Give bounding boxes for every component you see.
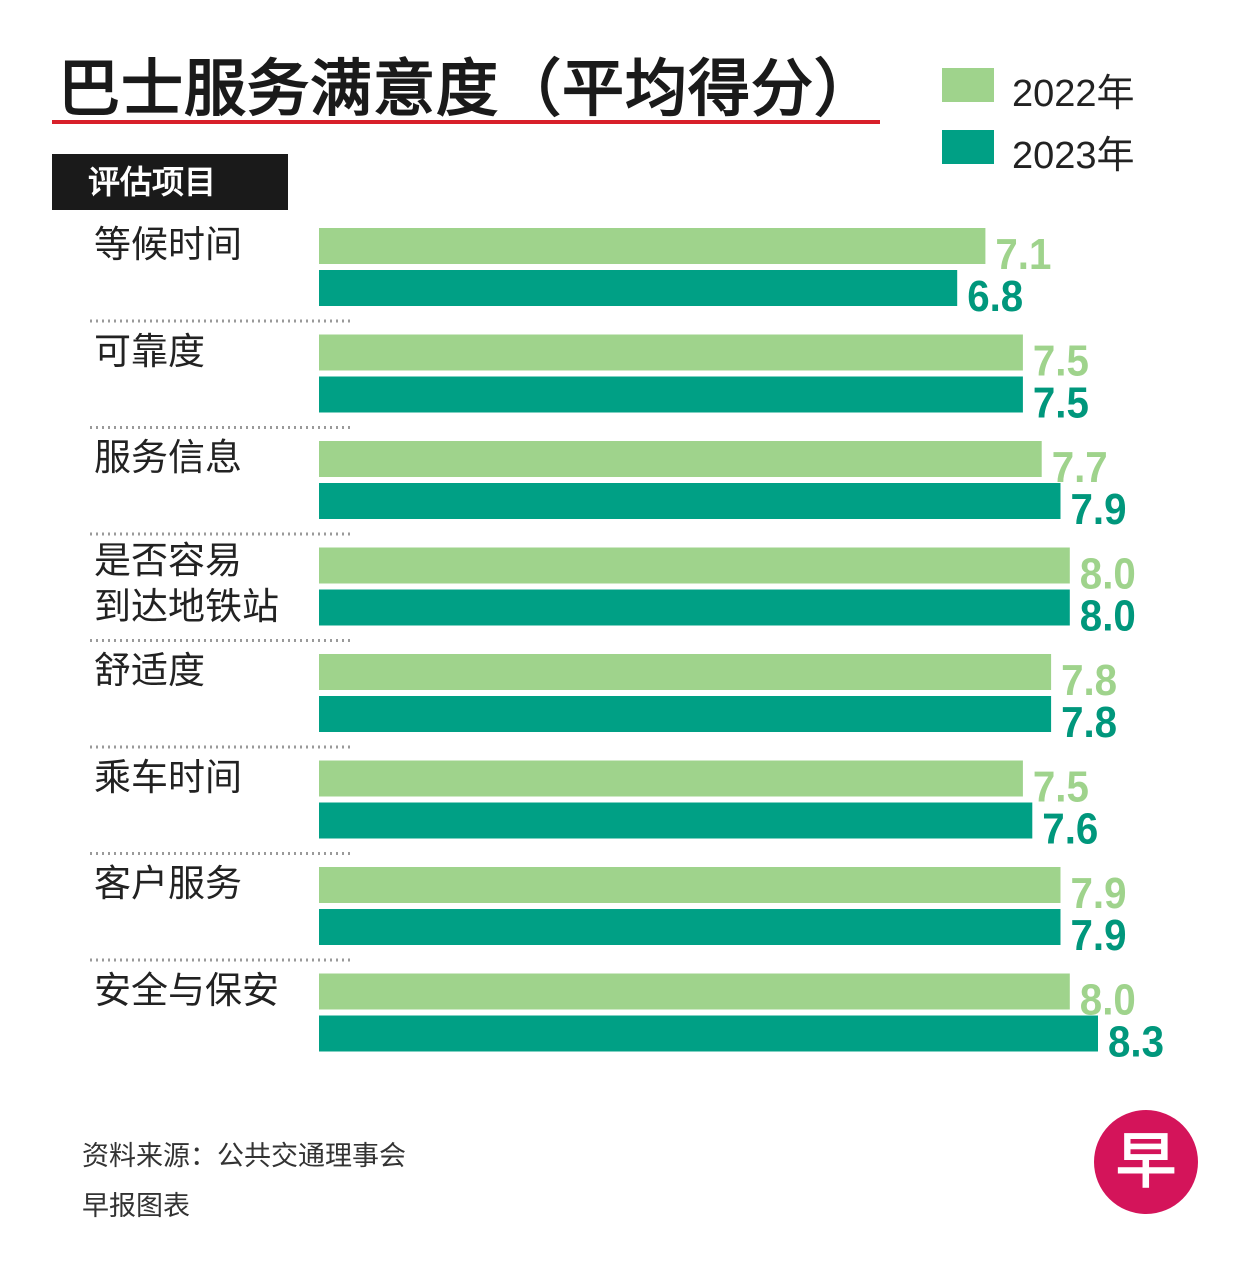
bar-2023-3 (319, 483, 1061, 519)
bar-2023-2 (319, 376, 1023, 413)
bar-2022-2 (319, 334, 1023, 371)
category-label-6: 乘车时间 (94, 755, 242, 799)
value-label-2022-3: 7.7 (1052, 443, 1108, 492)
category-label-2: 可靠度 (94, 329, 205, 373)
legend-swatch-2022 (942, 68, 994, 102)
category-label-3: 服务信息 (94, 436, 242, 479)
legend-swatch-2023 (942, 130, 994, 164)
value-label-2023-7: 7.9 (1071, 911, 1127, 960)
value-label-2022-1: 7.1 (995, 230, 1051, 279)
title-underline (52, 120, 880, 124)
value-label-2022-5: 7.8 (1061, 656, 1117, 705)
value-label-2023-4: 8.0 (1080, 592, 1136, 641)
logo-char: 早 (1116, 1127, 1176, 1197)
value-label-2023-6: 7.6 (1042, 805, 1098, 854)
source-note: 资料来源：公共交通理事会 (82, 1141, 406, 1172)
bar-2022-6 (319, 760, 1023, 797)
bar-2023-4 (319, 589, 1070, 626)
category-label-8: 安全与保安 (94, 968, 279, 1012)
bar-2023-8 (319, 1015, 1098, 1052)
value-label-2022-2: 7.5 (1033, 337, 1089, 386)
category-label-1: 等候时间 (94, 223, 242, 266)
value-label-2023-5: 7.8 (1061, 698, 1117, 747)
bar-2022-3 (319, 441, 1042, 477)
value-label-2023-3: 7.9 (1071, 485, 1127, 534)
bar-2022-5 (319, 654, 1052, 690)
bar-2022-7 (319, 867, 1061, 903)
category-label-4: 是否容易 到达地铁站 (94, 538, 279, 628)
bar-2023-7 (319, 909, 1061, 945)
value-label-2023-1: 6.8 (967, 272, 1023, 321)
legend-label-2023: 2023年 (1012, 135, 1135, 177)
bar-2022-1 (319, 228, 986, 264)
category-label-7: 客户服务 (94, 862, 242, 905)
column-header: 评估项目 (52, 154, 288, 210)
credit-note: 早报图表 (82, 1191, 190, 1222)
bar-2022-4 (319, 547, 1070, 584)
legend-label-2022: 2022年 (1012, 73, 1135, 115)
value-label-2022-4: 8.0 (1080, 550, 1136, 599)
bar-2023-5 (319, 696, 1052, 732)
value-label-2022-7: 7.9 (1071, 869, 1127, 918)
bar-2023-1 (319, 270, 958, 306)
zaobao-logo-icon: 早 (1094, 1110, 1198, 1214)
bar-2023-6 (319, 802, 1033, 839)
chart-title: 巴士服务满意度（平均得分） (58, 52, 878, 125)
value-label-2023-8: 8.3 (1108, 1018, 1164, 1067)
category-label-5: 舒适度 (94, 649, 205, 692)
value-label-2022-6: 7.5 (1033, 763, 1089, 812)
bar-2022-8 (319, 973, 1070, 1010)
value-label-2023-2: 7.5 (1033, 379, 1089, 428)
